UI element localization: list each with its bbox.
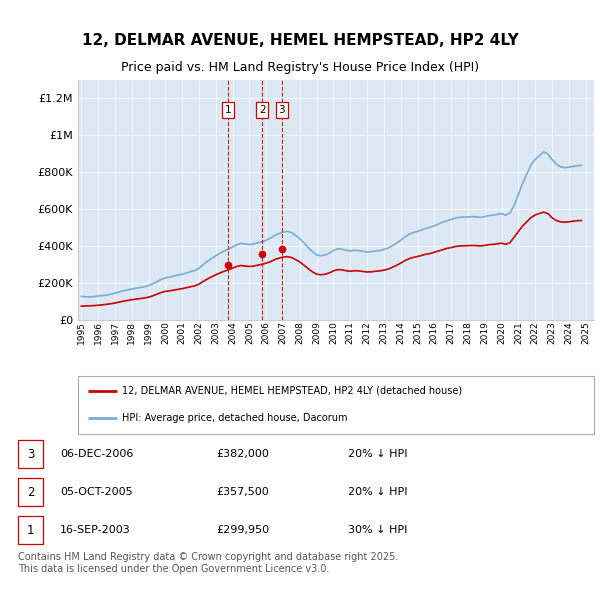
Text: 12, DELMAR AVENUE, HEMEL HEMPSTEAD, HP2 4LY (detached house): 12, DELMAR AVENUE, HEMEL HEMPSTEAD, HP2 … [122, 385, 462, 395]
Text: 20% ↓ HPI: 20% ↓ HPI [348, 449, 407, 459]
Text: Price paid vs. HM Land Registry's House Price Index (HPI): Price paid vs. HM Land Registry's House … [121, 61, 479, 74]
Text: 20% ↓ HPI: 20% ↓ HPI [348, 487, 407, 497]
Text: 05-OCT-2005: 05-OCT-2005 [60, 487, 133, 497]
Text: Contains HM Land Registry data © Crown copyright and database right 2025.
This d: Contains HM Land Registry data © Crown c… [18, 552, 398, 573]
Text: 2: 2 [259, 105, 266, 115]
Text: 2: 2 [27, 486, 34, 499]
Text: 3: 3 [278, 105, 285, 115]
Text: £357,500: £357,500 [216, 487, 269, 497]
Text: £299,950: £299,950 [216, 525, 269, 535]
FancyBboxPatch shape [18, 477, 43, 506]
Text: £382,000: £382,000 [216, 449, 269, 459]
Text: 1: 1 [27, 523, 34, 536]
Text: 16-SEP-2003: 16-SEP-2003 [60, 525, 131, 535]
FancyBboxPatch shape [78, 376, 594, 434]
Text: 3: 3 [27, 447, 34, 461]
Text: 1: 1 [224, 105, 231, 115]
FancyBboxPatch shape [18, 440, 43, 468]
Text: 06-DEC-2006: 06-DEC-2006 [60, 449, 133, 459]
Text: 30% ↓ HPI: 30% ↓ HPI [348, 525, 407, 535]
FancyBboxPatch shape [18, 516, 43, 545]
Text: HPI: Average price, detached house, Dacorum: HPI: Average price, detached house, Daco… [122, 413, 347, 423]
Text: 12, DELMAR AVENUE, HEMEL HEMPSTEAD, HP2 4LY: 12, DELMAR AVENUE, HEMEL HEMPSTEAD, HP2 … [82, 33, 518, 48]
